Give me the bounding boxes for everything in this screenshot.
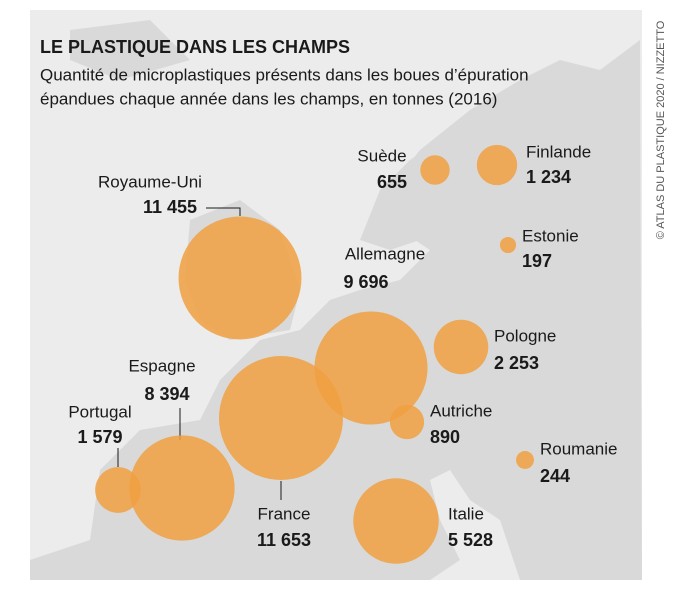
value-label: 8 394 xyxy=(144,384,189,404)
bubble xyxy=(433,319,489,375)
bubble xyxy=(178,216,302,340)
country-label: Portugal xyxy=(68,402,131,421)
value-label: 244 xyxy=(540,466,570,486)
bubble xyxy=(476,144,518,186)
leader xyxy=(206,207,241,216)
value-label: 9 696 xyxy=(343,272,388,292)
bubble xyxy=(389,404,425,440)
bubble xyxy=(95,467,141,513)
bubble xyxy=(516,451,534,469)
country-label: Royaume-Uni xyxy=(98,172,202,191)
country-label: Allemagne xyxy=(345,244,425,263)
value-label: 197 xyxy=(522,251,552,271)
country-label: France xyxy=(258,504,311,523)
value-label: 5 528 xyxy=(448,530,493,550)
leaders xyxy=(117,207,282,500)
country-label: Finlande xyxy=(526,142,591,161)
value-label: 1 579 xyxy=(77,427,122,447)
value-label: 11 653 xyxy=(257,530,311,550)
bubbles xyxy=(95,144,534,564)
value-label: 2 253 xyxy=(494,353,539,373)
subtitle: épandues chaque année dans les champs, e… xyxy=(40,89,497,108)
bubble xyxy=(420,155,450,185)
credit: © ATLAS DU PLASTIQUE 2020 / NIZZETTO xyxy=(655,20,667,239)
bubble xyxy=(314,311,428,425)
country-label: Italie xyxy=(448,504,484,523)
value-label: 655 xyxy=(377,172,407,192)
bubble xyxy=(129,435,235,541)
value-label: 890 xyxy=(430,427,460,447)
country-label: Autriche xyxy=(430,401,492,420)
value-label: 11 455 xyxy=(143,197,197,217)
value-label: 1 234 xyxy=(526,167,571,187)
country-label: Espagne xyxy=(128,356,195,375)
bubble xyxy=(353,478,439,564)
country-label: Pologne xyxy=(494,326,556,345)
subtitle: Quantité de microplastiques présents dan… xyxy=(40,65,529,84)
country-label: Roumanie xyxy=(540,439,618,458)
title: LE PLASTIQUE DANS LES CHAMPS xyxy=(40,37,350,57)
country-label: Suède xyxy=(357,146,406,165)
bubble xyxy=(219,356,343,480)
country-label: Estonie xyxy=(522,226,579,245)
bubble xyxy=(499,236,517,254)
